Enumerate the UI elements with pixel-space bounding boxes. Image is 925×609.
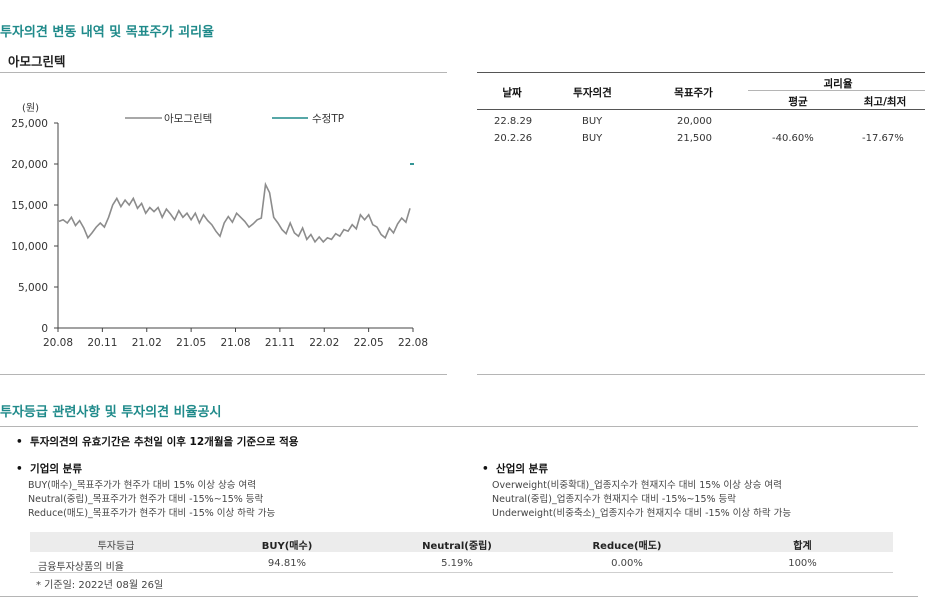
chart-bottom-divider xyxy=(0,374,447,375)
table-top-border xyxy=(477,72,925,73)
ratio-header-total: 합계 xyxy=(793,541,812,552)
page-title: 투자의견 변동 내역 및 목표주가 괴리율 xyxy=(0,25,214,40)
header-inner-divider xyxy=(748,90,925,91)
x-tick-label: 22.05 xyxy=(354,337,384,349)
ratio-table-header-bg xyxy=(30,532,893,552)
header-maxmin: 최고/최저 xyxy=(863,96,907,108)
basis-date: * 기준일: 2022년 08월 26일 xyxy=(36,580,164,591)
validity-note: • 투자의견의 유효기간은 추천일 이후 12개월을 기준으로 적용 xyxy=(16,436,299,448)
y-unit-label: (원) xyxy=(22,102,39,114)
ratio-header-neutral: Neutral(중립) xyxy=(422,541,492,552)
row1-target: 20,000 xyxy=(677,116,712,127)
ratio-value-buy: 94.81% xyxy=(267,558,307,569)
row2-date: 20.2.26 xyxy=(494,133,533,144)
y-tick-label: 5,000 xyxy=(18,282,48,294)
y-tick-label: 20,000 xyxy=(11,159,48,171)
header-opinion: 투자의견 xyxy=(573,87,612,99)
x-tick-label: 22.08 xyxy=(398,337,428,349)
industry-class-line: Overweight(비중확대)_업종지수가 현재지수 대비 15% 이상 상승… xyxy=(492,480,782,491)
x-tick-label: 20.11 xyxy=(87,337,117,349)
ratio-header-grade: 투자등급 xyxy=(97,541,135,552)
legend-label-amogreentech: 아모그린텍 xyxy=(164,113,212,125)
company-class-line: BUY(매수)_목표주가가 현주가 대비 15% 이상 상승 여력 xyxy=(28,480,256,491)
row1-date: 22.8.29 xyxy=(494,116,533,127)
x-tick-label: 21.02 xyxy=(132,337,162,349)
x-tick-label: 21.11 xyxy=(265,337,295,349)
company-class-line: Reduce(매도)_목표주가가 현주가 대비 -15% 이상 하락 가능 xyxy=(28,508,276,519)
header-date: 날짜 xyxy=(502,87,522,99)
industry-class-lines: Overweight(비중확대)_업종지수가 현재지수 대비 15% 이상 상승… xyxy=(492,479,791,521)
company-class-title: • 기업의 분류 xyxy=(16,463,82,475)
ratio-value-total: 100% xyxy=(788,558,817,569)
header-bottom-border xyxy=(477,109,925,110)
disclosure-title: 투자등급 관련사항 및 투자의견 비율공시 xyxy=(0,405,222,420)
ratio-value-neutral: 5.19% xyxy=(441,558,473,569)
header-target: 목표주가 xyxy=(674,87,713,99)
row1-opinion: BUY xyxy=(582,116,603,127)
company-class-line: Neutral(중립)_목표주가가 현주가 대비 -15%~15% 등락 xyxy=(28,494,264,505)
x-tick-label: 21.05 xyxy=(176,337,206,349)
row2-maxmin: -17.67% xyxy=(862,133,904,144)
ratio-row-label: 금융투자상품의 비율 xyxy=(38,562,124,573)
row2-avg: -40.60% xyxy=(772,133,814,144)
y-tick-label: 0 xyxy=(41,323,48,335)
table-bottom-border xyxy=(477,374,925,375)
y-tick-label: 25,000 xyxy=(11,118,48,130)
ratio-table-bottom-border xyxy=(30,572,893,573)
industry-class-line: Neutral(중립)_업종지수가 현재지수 대비 -15%~15% 등락 xyxy=(492,494,737,505)
x-tick-label: 22.02 xyxy=(309,337,339,349)
y-tick-label: 15,000 xyxy=(11,200,48,212)
industry-class-title-text: 산업의 분류 xyxy=(496,463,548,475)
company-class-lines: BUY(매수)_목표주가가 현주가 대비 15% 이상 상승 여력 Neutra… xyxy=(28,479,275,521)
company-class-title-text: 기업의 분류 xyxy=(30,463,82,475)
disclosure-divider xyxy=(0,426,918,427)
company-name: 아모그린텍 xyxy=(8,54,66,69)
industry-class-title: • 산업의 분류 xyxy=(482,463,548,475)
industry-class-line: Underweight(비중축소)_업종지수가 현재지수 대비 -15% 이상 … xyxy=(492,508,792,519)
legend-label-target-price: 수정TP xyxy=(312,113,344,125)
company-divider xyxy=(0,72,447,73)
header-avg: 평균 xyxy=(788,96,808,108)
y-tick-label: 10,000 xyxy=(11,241,48,253)
ratio-value-reduce: 0.00% xyxy=(611,558,643,569)
header-disparity: 괴리율 xyxy=(823,78,853,90)
footer-divider xyxy=(0,596,918,597)
x-tick-label: 21.08 xyxy=(220,337,250,349)
ratio-header-reduce: Reduce(매도) xyxy=(592,541,662,552)
row2-target: 21,500 xyxy=(677,133,712,144)
x-tick-label: 20.08 xyxy=(43,337,73,349)
validity-note-text: 투자의견의 유효기간은 추천일 이후 12개월을 기준으로 적용 xyxy=(30,436,299,448)
row2-opinion: BUY xyxy=(582,133,603,144)
price-chart: (원) 25,000 20,000 15,000 10,000 5,000 0 20.08 20… xyxy=(11,102,428,349)
ratio-header-buy: BUY(매수) xyxy=(261,541,313,552)
series-line-amogreentech xyxy=(58,181,411,244)
